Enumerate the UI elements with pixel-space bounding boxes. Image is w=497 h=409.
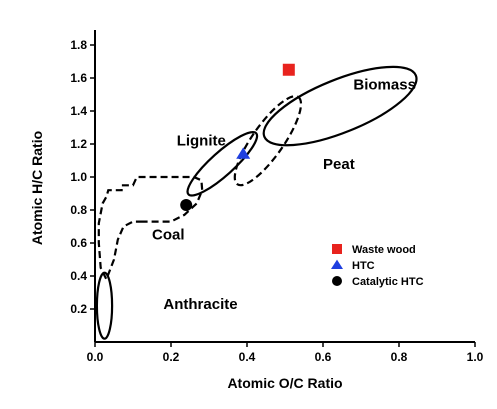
biomass-region — [262, 65, 418, 147]
lignite-region — [186, 131, 259, 197]
axes: 0.2 0.4 0.6 0.8 1.0 1.2 1.4 1.6 1.8 0.0 0.2 0.4 0.6… — [70, 30, 484, 364]
x-tick-label: 0.6 — [315, 350, 332, 364]
anthracite-label: Anthracite — [163, 296, 237, 313]
y-tick-label: 1.8 — [70, 38, 87, 52]
y-axis-label: Atomic H/C Ratio — [29, 131, 45, 245]
catalytic-htc-legend-marker — [332, 276, 342, 286]
y-tick-label: 1.0 — [70, 170, 87, 184]
x-axis-label: Atomic O/C Ratio — [227, 375, 342, 391]
x-ticks: 0.0 0.2 0.4 0.6 0.8 1.0 — [87, 342, 484, 364]
coal-label: Coal — [152, 227, 185, 244]
coal-region — [97, 175, 204, 283]
y-ticks: 0.2 0.4 0.6 0.8 1.0 1.2 1.4 1.6 1.8 — [70, 38, 95, 316]
htc-legend-marker — [331, 259, 343, 270]
anthracite-region — [95, 271, 114, 340]
x-tick-label: 0.4 — [239, 350, 256, 364]
y-tick-label: 0.8 — [70, 203, 87, 217]
regions-layer — [95, 65, 418, 340]
lignite-label: Lignite — [177, 133, 226, 150]
waste-wood-point — [282, 63, 295, 76]
catalytic-htc-point — [180, 199, 193, 212]
waste-wood-legend-label: Waste wood — [352, 244, 416, 256]
region-labels: Biomass Peat Lignite Anthracite Coal — [152, 77, 416, 313]
htc-point — [236, 147, 251, 159]
waste-wood-legend-marker — [332, 244, 342, 254]
y-tick-label: 1.6 — [70, 71, 87, 85]
x-tick-label: 0.2 — [163, 350, 180, 364]
y-tick-label: 0.6 — [70, 236, 87, 250]
y-tick-label: 0.4 — [70, 269, 87, 283]
peat-label: Peat — [323, 156, 355, 173]
legend: Waste wood HTC Catalytic HTC — [331, 244, 424, 288]
data-points — [180, 63, 295, 212]
x-tick-label: 0.8 — [391, 350, 408, 364]
peat-region — [233, 95, 303, 187]
y-tick-label: 1.2 — [70, 137, 87, 151]
x-tick-label: 1.0 — [467, 350, 484, 364]
y-tick-label: 0.2 — [70, 302, 87, 316]
htc-legend-label: HTC — [352, 260, 375, 272]
y-tick-label: 1.4 — [70, 104, 87, 118]
x-tick-label: 0.0 — [87, 350, 104, 364]
biomass-label: Biomass — [353, 77, 416, 94]
catalytic-htc-legend-label: Catalytic HTC — [352, 276, 424, 288]
